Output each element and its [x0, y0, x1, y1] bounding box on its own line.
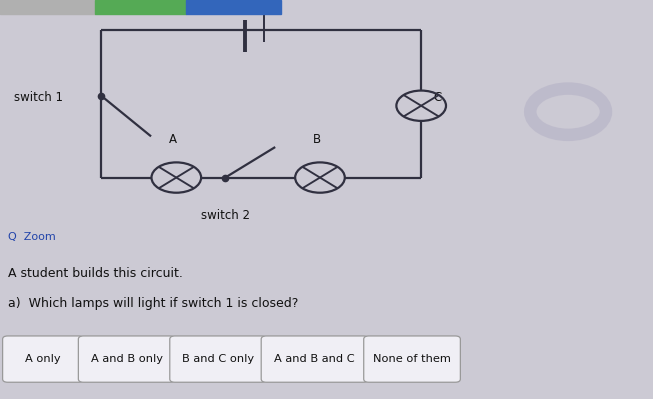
- Text: A and B and C: A and B and C: [274, 354, 355, 364]
- Text: A and B only: A and B only: [91, 354, 163, 364]
- Text: Q  Zoom: Q Zoom: [8, 232, 56, 243]
- Text: C: C: [433, 91, 441, 104]
- FancyBboxPatch shape: [364, 336, 460, 382]
- Text: switch 1: switch 1: [14, 91, 63, 104]
- FancyBboxPatch shape: [3, 336, 84, 382]
- Bar: [95, 0, 186, 14]
- Text: A only: A only: [25, 354, 61, 364]
- Text: None of them: None of them: [373, 354, 451, 364]
- Bar: [0, 0, 95, 14]
- Bar: [186, 0, 281, 14]
- FancyBboxPatch shape: [261, 336, 368, 382]
- Text: B and C only: B and C only: [182, 354, 254, 364]
- Text: a)  Which lamps will light if switch 1 is closed?: a) Which lamps will light if switch 1 is…: [8, 297, 298, 310]
- FancyBboxPatch shape: [170, 336, 266, 382]
- Text: B: B: [313, 132, 321, 146]
- Text: A student builds this circuit.: A student builds this circuit.: [8, 267, 183, 280]
- Text: A: A: [169, 132, 177, 146]
- Circle shape: [547, 99, 589, 124]
- Text: switch 2: switch 2: [200, 209, 250, 223]
- FancyBboxPatch shape: [78, 336, 175, 382]
